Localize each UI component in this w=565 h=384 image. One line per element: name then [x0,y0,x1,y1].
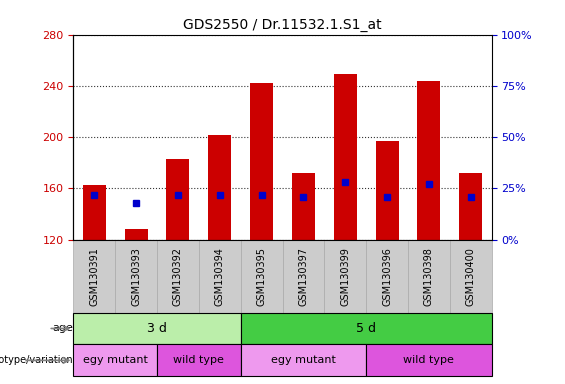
Bar [366,240,408,313]
Text: GSM130396: GSM130396 [382,247,392,306]
Text: GSM130400: GSM130400 [466,247,476,306]
Text: 3 d: 3 d [147,322,167,335]
Bar [73,240,115,313]
Bar [250,83,273,240]
Text: GSM130394: GSM130394 [215,247,225,306]
Text: GSM130392: GSM130392 [173,247,183,306]
Bar [167,159,189,240]
Bar [157,344,241,376]
Bar [83,184,106,240]
Bar [208,134,231,240]
Text: GSM130393: GSM130393 [131,247,141,306]
Bar [324,240,366,313]
Text: GSM130395: GSM130395 [257,247,267,306]
Bar [241,344,366,376]
Text: egy mutant: egy mutant [271,355,336,365]
Bar [376,141,398,240]
Bar [241,313,492,344]
Bar [450,240,492,313]
Text: wild type: wild type [173,355,224,365]
Bar [73,344,157,376]
Bar [418,81,440,240]
Bar [73,313,241,344]
Bar [125,229,147,240]
Bar [334,74,357,240]
Bar [241,240,282,313]
Bar [366,344,492,376]
Text: wild type: wild type [403,355,454,365]
Bar [115,240,157,313]
Text: egy mutant: egy mutant [83,355,147,365]
Bar [408,240,450,313]
Text: GSM130399: GSM130399 [340,247,350,306]
Text: genotype/variation: genotype/variation [0,355,73,365]
Text: GSM130398: GSM130398 [424,247,434,306]
Bar [459,173,482,240]
Text: age: age [53,323,73,333]
Bar [282,240,324,313]
Text: GSM130391: GSM130391 [89,247,99,306]
Bar [292,173,315,240]
Bar [157,240,199,313]
Text: GSM130397: GSM130397 [298,247,308,306]
Text: 5 d: 5 d [356,322,376,335]
Bar [199,240,241,313]
Title: GDS2550 / Dr.11532.1.S1_at: GDS2550 / Dr.11532.1.S1_at [183,18,382,32]
